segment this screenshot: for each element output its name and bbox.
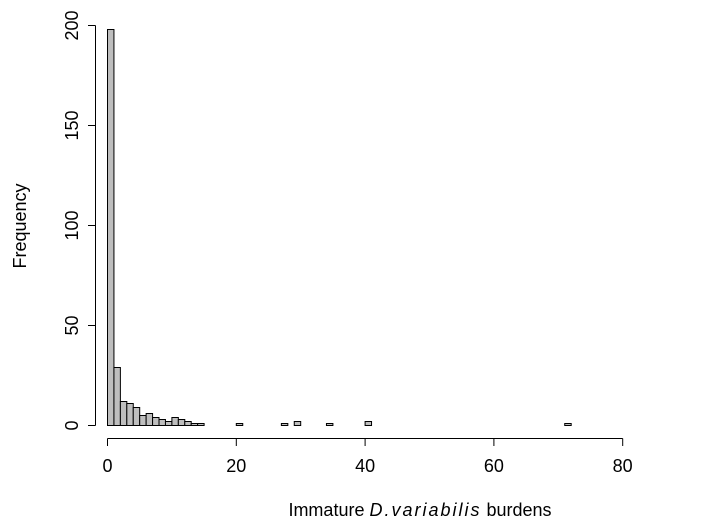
histogram-bar-4 bbox=[132, 407, 141, 426]
histogram-bar-7 bbox=[152, 417, 160, 426]
y-tick-label-100: 100 bbox=[62, 210, 82, 240]
x-tick-label-0: 0 bbox=[102, 456, 112, 476]
histogram-bar-6 bbox=[145, 413, 154, 426]
histogram-bar-11 bbox=[177, 419, 186, 426]
histogram-bar-2 bbox=[119, 401, 128, 426]
histogram-bar-14 bbox=[197, 423, 205, 426]
y-tick-label-0: 0 bbox=[62, 420, 82, 430]
histogram-bar-0 bbox=[107, 29, 115, 426]
y-tick-label-150: 150 bbox=[62, 110, 82, 140]
histogram-bar-16 bbox=[280, 423, 289, 426]
histogram-bar-15 bbox=[235, 423, 244, 426]
x-axis-title-suffix: burdens bbox=[482, 500, 552, 520]
histogram-bar-17 bbox=[293, 421, 302, 426]
x-tick-label-40: 40 bbox=[355, 456, 375, 476]
histogram-bar-20 bbox=[564, 423, 572, 426]
x-axis-title-prefix: Immature bbox=[288, 500, 369, 520]
histogram-bar-8 bbox=[158, 419, 166, 426]
x-axis-title: Immature D.variabilis burdens bbox=[288, 500, 551, 520]
histogram-bar-1 bbox=[113, 367, 121, 426]
y-axis-title: Frequency bbox=[10, 183, 30, 268]
histogram-bar-18 bbox=[325, 423, 334, 426]
y-tick-label-200: 200 bbox=[62, 10, 82, 40]
histogram-bar-10 bbox=[171, 417, 179, 426]
histogram-bar-12 bbox=[184, 421, 192, 426]
y-tick-label-50: 50 bbox=[62, 315, 82, 335]
x-axis-title-species: D.variabilis bbox=[369, 500, 481, 520]
histogram-bar-3 bbox=[126, 403, 134, 426]
y-axis: 0 50 100 150 200 bbox=[62, 10, 96, 431]
histogram-bar-9 bbox=[164, 421, 173, 426]
x-axis: 0 20 40 60 80 bbox=[102, 438, 633, 476]
histogram-bar-13 bbox=[190, 423, 199, 426]
histogram-bar-5 bbox=[139, 415, 147, 426]
x-tick-label-60: 60 bbox=[484, 456, 504, 476]
histogram-bars bbox=[107, 29, 572, 426]
histogram-bar-19 bbox=[364, 421, 373, 426]
x-tick-label-20: 20 bbox=[226, 456, 246, 476]
x-tick-label-80: 80 bbox=[613, 456, 633, 476]
